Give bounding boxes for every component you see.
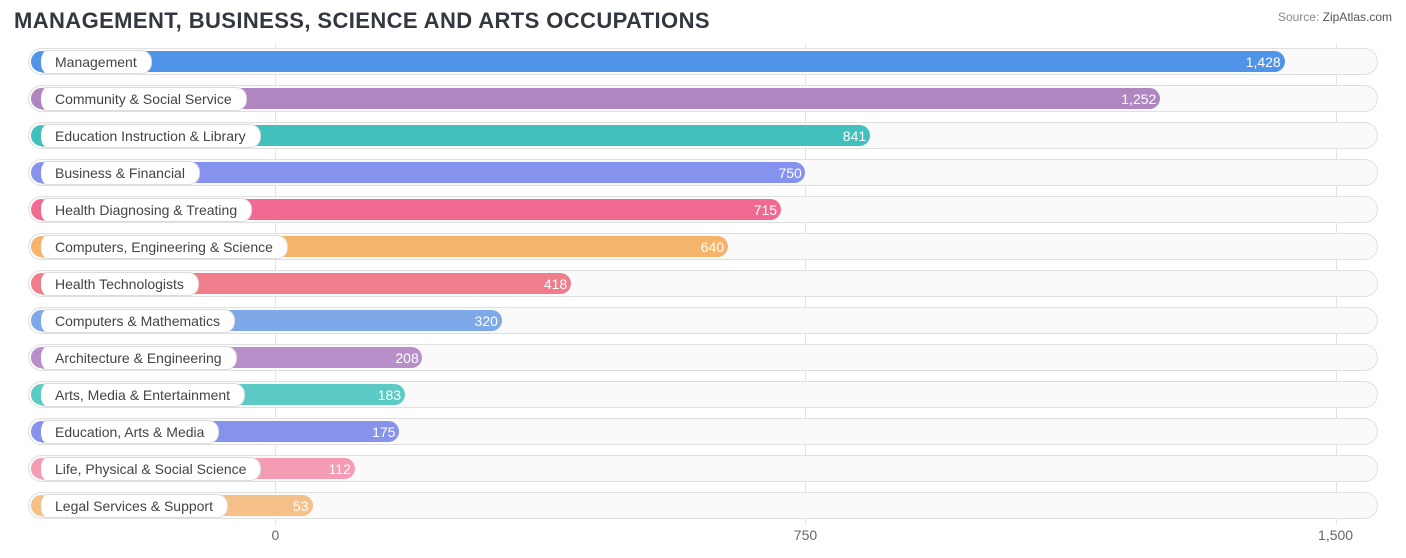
bar-value-label: 750 — [778, 165, 801, 181]
axis-tick-label: 1,500 — [1318, 527, 1353, 543]
chart-row: Community & Social Service 1,252 — [28, 81, 1378, 116]
chart-header: MANAGEMENT, BUSINESS, SCIENCE AND ARTS O… — [14, 8, 1392, 34]
bar-category-pill: Legal Services & Support — [36, 494, 228, 518]
bar-category-pill: Arts, Media & Entertainment — [36, 383, 245, 407]
bar-category-pill: Architecture & Engineering — [36, 346, 237, 370]
bar-category-pill: Life, Physical & Social Science — [36, 457, 261, 481]
chart: Management 1,428 Community & Social Servic… — [14, 44, 1392, 547]
bar-category-pill: Computers, Engineering & Science — [36, 235, 288, 259]
chart-row: Business & Financial 750 — [28, 155, 1378, 190]
chart-row: Architecture & Engineering 208 — [28, 340, 1378, 375]
bar-value-label: 53 — [293, 498, 309, 514]
source-label: Source: — [1278, 10, 1319, 24]
chart-row: Computers & Mathematics 320 — [28, 303, 1378, 338]
chart-row: Computers, Engineering & Science 640 — [28, 229, 1378, 264]
bar-category-pill: Community & Social Service — [36, 87, 247, 111]
bar-value-label: 715 — [754, 202, 777, 218]
bar-category-pill: Health Diagnosing & Treating — [36, 198, 252, 222]
bar-value-label: 1,428 — [1246, 54, 1281, 70]
axis-tick-label: 750 — [794, 527, 817, 543]
bar-category-pill: Computers & Mathematics — [36, 309, 235, 333]
bar-value-label: 208 — [395, 350, 418, 366]
chart-row: Health Technologists 418 — [28, 266, 1378, 301]
chart-row: Arts, Media & Entertainment 183 — [28, 377, 1378, 412]
bar-value-label: 640 — [701, 239, 724, 255]
bar-category-pill: Education, Arts & Media — [36, 420, 219, 444]
bar-value-label: 183 — [378, 387, 401, 403]
chart-row: Education Instruction & Library 841 — [28, 118, 1378, 153]
chart-row: Management 1,428 — [28, 44, 1378, 79]
chart-row: Health Diagnosing & Treating 715 — [28, 192, 1378, 227]
chart-row: Education, Arts & Media 175 — [28, 414, 1378, 449]
chart-row: Legal Services & Support 53 — [28, 488, 1378, 523]
bar-category-pill: Management — [36, 50, 152, 74]
chart-rows: Management 1,428 Community & Social Servic… — [28, 44, 1378, 523]
chart-source: Source: ZipAtlas.com — [1278, 8, 1392, 24]
bar-value-label: 320 — [475, 313, 498, 329]
bar — [31, 51, 1285, 72]
bar-value-label: 112 — [329, 461, 351, 477]
chart-row: Life, Physical & Social Science 112 — [28, 451, 1378, 486]
bar-value-label: 418 — [544, 276, 567, 292]
bar-value-label: 841 — [843, 128, 866, 144]
source-value: ZipAtlas.com — [1323, 10, 1392, 24]
bar-value-label: 175 — [372, 424, 395, 440]
bar-category-pill: Health Technologists — [36, 272, 199, 296]
chart-title: MANAGEMENT, BUSINESS, SCIENCE AND ARTS O… — [14, 8, 710, 34]
bar-category-pill: Business & Financial — [36, 161, 200, 185]
bar-value-label: 1,252 — [1121, 91, 1156, 107]
bar-category-pill: Education Instruction & Library — [36, 124, 261, 148]
chart-x-axis: 0 750 1,500 — [28, 525, 1378, 547]
axis-tick-label: 0 — [271, 527, 279, 543]
